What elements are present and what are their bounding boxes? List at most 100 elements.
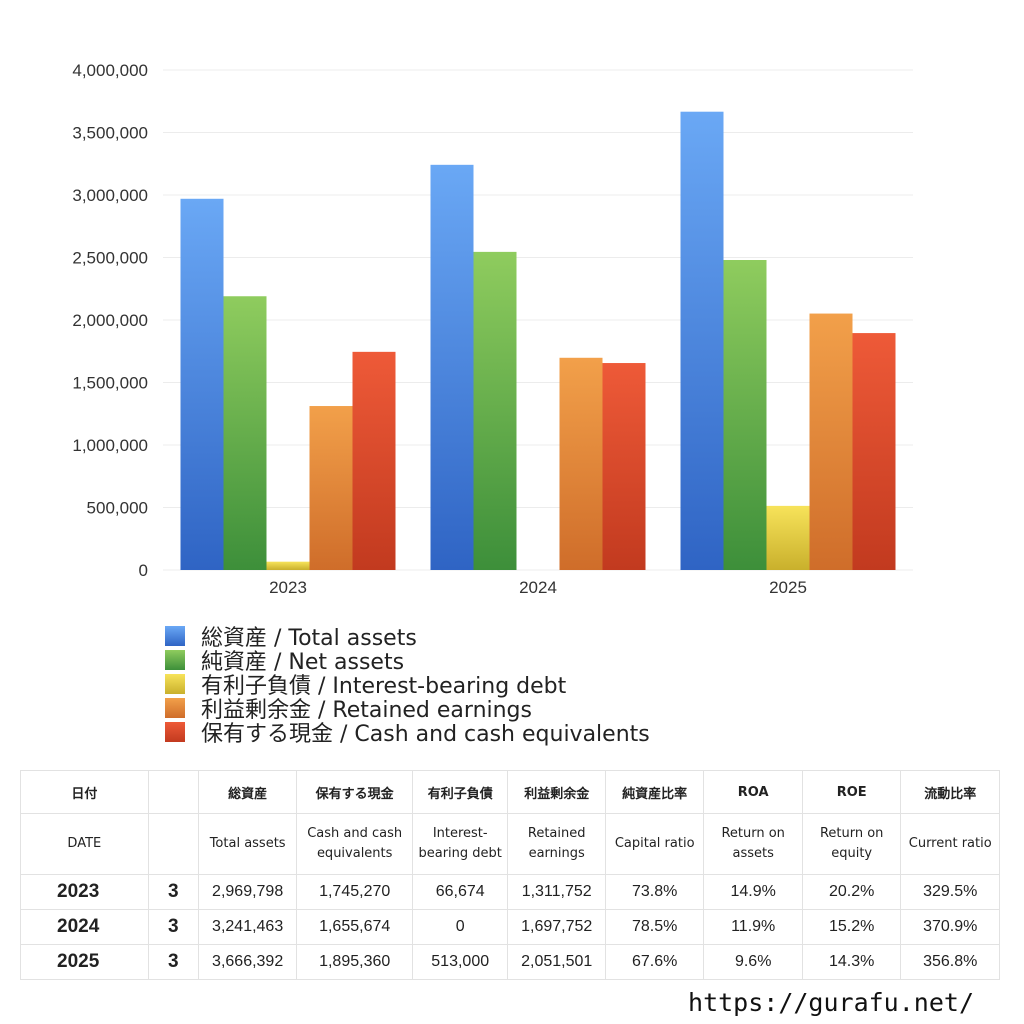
table-cell: 66,674 <box>411 874 509 910</box>
table-cell: 9.6% <box>703 944 803 980</box>
legend-label: 有利子負債 / Interest-bearing debt <box>201 674 567 699</box>
bar <box>430 164 474 570</box>
table-cell: 73.8% <box>604 874 705 910</box>
header-cell: DATE <box>20 813 149 875</box>
legend: 総資産 / Total assets 純資産 / Net assets 有利子負… <box>165 624 650 747</box>
table-cell: 0 <box>411 909 509 945</box>
header-cell: Retained earnings <box>507 813 606 875</box>
bar <box>809 313 853 570</box>
bar <box>473 251 517 570</box>
table-cell: 3 <box>147 874 199 910</box>
legend-swatch <box>165 626 185 646</box>
table-cell: 2,969,798 <box>197 874 298 910</box>
header-cell: Return on equity <box>801 813 902 875</box>
legend-item-net-assets: 純資産 / Net assets <box>165 648 650 675</box>
legend-item-interest-bearing-debt: 有利子負債 / Interest-bearing debt <box>165 672 650 699</box>
table-row: 2024 3 3,241,463 1,655,674 0 1,697,752 7… <box>20 909 1000 945</box>
y-tick-label: 0 <box>139 561 148 580</box>
header-cell: 保有する現金 <box>296 770 413 814</box>
header-cell: Capital ratio <box>604 813 705 875</box>
header-cell <box>148 770 199 814</box>
header-cell: 日付 <box>20 770 149 814</box>
table-cell: 15.2% <box>801 909 902 945</box>
y-tick-label: 4,000,000 <box>72 61 148 80</box>
y-tick-label: 3,000,000 <box>72 186 148 205</box>
table-row: 2023 3 2,969,798 1,745,270 66,674 1,311,… <box>20 874 1000 910</box>
table-row: 2025 3 3,666,392 1,895,360 513,000 2,051… <box>20 944 1000 980</box>
bar <box>559 357 603 570</box>
legend-swatch <box>165 650 185 670</box>
legend-label: 保有する現金 / Cash and cash equivalents <box>201 722 650 747</box>
bar <box>723 260 767 570</box>
table-cell: 3 <box>147 944 199 980</box>
legend-label: 総資産 / Total assets <box>201 626 417 651</box>
header-cell: 利益剰余金 <box>507 770 606 814</box>
table-cell: 1,697,752 <box>507 909 606 945</box>
header-cell: 総資産 <box>197 770 298 814</box>
table-cell: 2024 <box>20 909 149 945</box>
bar <box>352 351 396 570</box>
table-cell: 11.9% <box>703 909 803 945</box>
x-tick-label: 2024 <box>519 578 557 597</box>
site-watermark: https://gurafu.net/ <box>688 988 974 1017</box>
header-cell: 純資産比率 <box>604 770 705 814</box>
table-cell: 14.9% <box>703 874 803 910</box>
x-tick-label: 2023 <box>269 578 307 597</box>
header-cell <box>147 813 199 875</box>
table-cell: 513,000 <box>411 944 509 980</box>
x-tick-label: 2025 <box>769 578 807 597</box>
table-cell: 67.6% <box>604 944 705 980</box>
bar <box>852 333 896 570</box>
legend-item-total-assets: 総資産 / Total assets <box>165 624 650 651</box>
bar-chart: 0 500,000 1,000,000 1,500,000 2,000,000 2,500… <box>72 61 913 597</box>
legend-item-cash: 保有する現金 / Cash and cash equivalents <box>165 720 650 747</box>
financial-table: 日付 総資産 保有する現金 有利子負債 利益剰余金 純資産比率 ROA ROE … <box>20 770 1000 980</box>
table-header-ja: 日付 総資産 保有する現金 有利子負債 利益剰余金 純資産比率 ROA ROE … <box>20 770 1000 814</box>
bar <box>602 363 646 570</box>
bar <box>223 296 267 570</box>
table-header-en: DATE Total assets Cash and cash equivale… <box>20 813 1000 875</box>
header-cell: 有利子負債 <box>411 770 509 814</box>
table-cell: 1,895,360 <box>296 944 413 980</box>
bar <box>680 111 724 571</box>
y-tick-label: 500,000 <box>87 499 148 518</box>
legend-label: 純資産 / Net assets <box>201 650 405 675</box>
table-cell: 329.5% <box>900 874 1000 910</box>
legend-swatch <box>165 698 185 718</box>
legend-item-retained-earnings: 利益剰余金 / Retained earnings <box>165 696 650 723</box>
y-tick-label: 2,000,000 <box>72 311 148 330</box>
y-tick-label: 1,000,000 <box>72 436 148 455</box>
table-cell: 1,311,752 <box>507 874 606 910</box>
table-cell: 1,655,674 <box>296 909 413 945</box>
header-cell: Interest-bearing debt <box>411 813 509 875</box>
table-cell: 2025 <box>20 944 149 980</box>
bar <box>180 198 224 570</box>
table-cell: 78.5% <box>604 909 705 945</box>
table-cell: 356.8% <box>900 944 1000 980</box>
header-cell: 流動比率 <box>900 770 1000 814</box>
y-tick-label: 1,500,000 <box>72 374 148 393</box>
table-cell: 2023 <box>20 874 149 910</box>
header-cell: ROA <box>703 770 803 814</box>
table-cell: 370.9% <box>900 909 1000 945</box>
legend-swatch <box>165 674 185 694</box>
bar <box>309 406 353 570</box>
header-cell: Cash and cash equivalents <box>296 813 413 875</box>
table-cell: 20.2% <box>801 874 902 910</box>
table-cell: 3 <box>147 909 199 945</box>
y-tick-label: 2,500,000 <box>72 249 148 268</box>
table-cell: 3,241,463 <box>197 909 298 945</box>
legend-swatch <box>165 722 185 742</box>
table-cell: 14.3% <box>801 944 902 980</box>
table-cell: 1,745,270 <box>296 874 413 910</box>
table-cell: 3,666,392 <box>197 944 298 980</box>
legend-label: 利益剰余金 / Retained earnings <box>201 698 532 723</box>
header-cell: ROE <box>801 770 902 814</box>
bar <box>766 505 810 570</box>
header-cell: Total assets <box>197 813 298 875</box>
y-tick-label: 3,500,000 <box>72 124 148 143</box>
bar <box>266 561 310 570</box>
table-cell: 2,051,501 <box>507 944 606 980</box>
header-cell: Return on assets <box>703 813 803 875</box>
header-cell: Current ratio <box>900 813 1000 875</box>
